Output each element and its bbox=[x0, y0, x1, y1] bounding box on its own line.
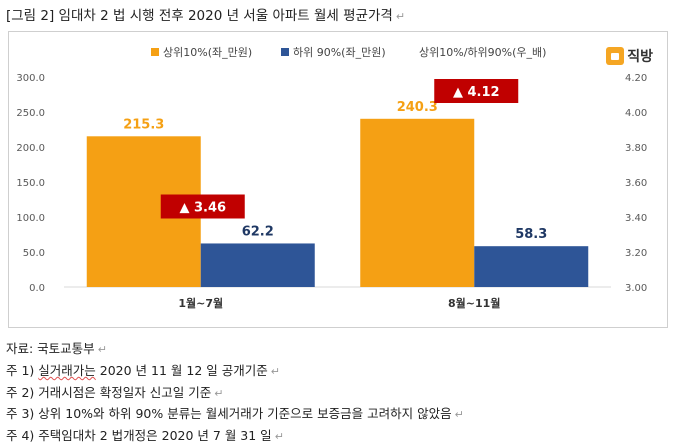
house-icon bbox=[606, 47, 625, 65]
bar-data-label: 58.3 bbox=[515, 227, 547, 242]
y-left-tick-label: 300.0 bbox=[16, 73, 45, 84]
legend-item-bottom90: 하위 90%(좌_만원) bbox=[281, 44, 386, 60]
y-right-tick-label: 4.20 bbox=[625, 73, 647, 84]
y-left-tick-label: 150.0 bbox=[16, 178, 45, 189]
x-tick-label: 1월~7월 bbox=[178, 296, 223, 310]
logo-text: 직방 bbox=[627, 49, 653, 65]
y-right-tick-label: 4.00 bbox=[625, 108, 647, 119]
ratio-data-label: ▲ 4.12 bbox=[453, 85, 500, 100]
legend-item-ratio: 상위10%/하위90%(우_배) bbox=[419, 44, 546, 60]
bar bbox=[474, 246, 589, 287]
chart-container: 상위10%(좌_만원) 하위 90%(좌_만원) 상위10%/하위90%(우_배… bbox=[8, 31, 668, 328]
bar bbox=[200, 243, 315, 287]
ratio-marker bbox=[160, 194, 245, 219]
bar bbox=[360, 118, 475, 287]
note-1: 주 1) 실거래가는 2020 년 11 월 12 일 공개기준 ↵ bbox=[6, 362, 280, 378]
figure-title: [그림 2] 임대차 2 법 시행 전후 2020 년 서울 아파트 월세 평균… bbox=[6, 8, 406, 24]
y-left-tick-label: 200.0 bbox=[16, 143, 45, 154]
bar-chart: 0.0 50.0 100.0 150.0 200.0 250.0 300.0 3.00 3.20… bbox=[16, 73, 647, 310]
y-right-tick-label: 3.60 bbox=[625, 178, 647, 189]
note-2: 주 2) 거래시점은 확정일자 신고일 기준 ↵ bbox=[6, 384, 224, 400]
note-3: 주 3) 상위 10%와 하위 90% 분류는 월세거래가 기준으로 보증금을 … bbox=[6, 406, 464, 422]
note-4: 주 4) 주택임대차 2 법개정은 2020 년 7 월 31 일 ↵ bbox=[6, 428, 284, 444]
zigbang-logo: 직방 bbox=[606, 46, 653, 66]
ratio-data-label: ▲ 3.46 bbox=[179, 201, 226, 216]
x-tick-label: 8월~11월 bbox=[448, 296, 500, 310]
y-left-tick-label: 50.0 bbox=[23, 248, 45, 259]
bar-data-label: 240.3 bbox=[397, 100, 438, 115]
legend-label: 상위10%/하위90%(우_배) bbox=[419, 46, 547, 59]
y-right-tick-label: 3.20 bbox=[625, 248, 647, 259]
y-right-tick-label: 3.00 bbox=[625, 283, 647, 294]
legend-swatch-blue bbox=[281, 48, 289, 56]
ratio-marker bbox=[434, 79, 519, 103]
legend-swatch-orange bbox=[151, 48, 159, 56]
legend-item-top10: 상위10%(좌_만원) bbox=[151, 44, 252, 60]
y-left-tick-label: 100.0 bbox=[16, 213, 45, 224]
y-right-tick-label: 3.40 bbox=[625, 213, 647, 224]
bar-data-label: 62.2 bbox=[242, 224, 274, 239]
notes-section: 자료: 국토교통부 ↵ 주 1) 실거래가는 2020 년 11 월 12 일 공… bbox=[6, 338, 464, 447]
y-left-tick-label: 250.0 bbox=[16, 108, 45, 119]
y-right-tick-label: 3.80 bbox=[625, 143, 647, 154]
y-left-tick-label: 0.0 bbox=[29, 283, 45, 294]
source-note: 자료: 국토교통부 ↵ bbox=[6, 341, 107, 356]
legend-label: 상위10%(좌_만원) bbox=[163, 46, 253, 59]
legend-label: 하위 90%(좌_만원) bbox=[293, 46, 386, 59]
bar-data-label: 215.3 bbox=[123, 117, 164, 132]
